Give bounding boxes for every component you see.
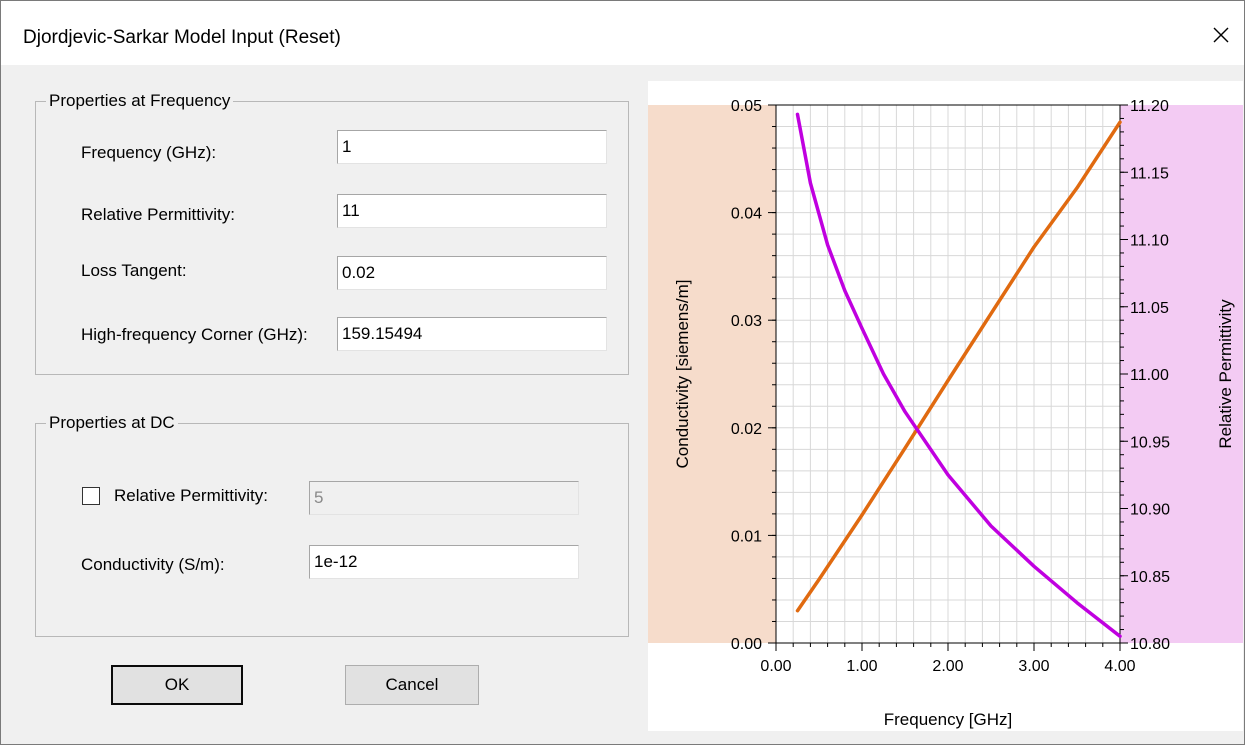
loss-tangent-input[interactable] <box>337 256 607 290</box>
permittivity-input[interactable] <box>337 194 607 228</box>
y-right-tick-label: 10.80 <box>1130 636 1170 653</box>
group-label-dc: Properties at DC <box>46 413 178 433</box>
permittivity-label: Relative Permittivity: <box>81 205 235 224</box>
group-label-frequency: Properties at Frequency <box>46 91 234 111</box>
y-left-tick-label: 0.01 <box>731 528 762 545</box>
y-right-tick-label: 11.15 <box>1130 165 1169 182</box>
y-right-axis-label: Relative Permittivity <box>1216 299 1235 449</box>
loss-tangent-label: Loss Tangent: <box>81 261 187 280</box>
hf-corner-label: High-frequency Corner (GHz): <box>81 325 308 344</box>
y-left-tick-label: 0.00 <box>731 636 762 653</box>
conductivity-permittivity-chart: 0.00 1.00 2.00 3.00 4.00 0.00 0.01 0.02 0.03 0.04… <box>648 98 1243 729</box>
conductivity-input[interactable] <box>309 545 579 579</box>
y-right-tick-label: 10.90 <box>1130 502 1170 519</box>
frequency-input[interactable] <box>337 130 607 164</box>
ok-button[interactable]: OK <box>111 665 243 705</box>
y-left-tick-label: 0.03 <box>731 313 762 330</box>
dc-permittivity-checkbox[interactable] <box>82 487 100 505</box>
frequency-properties-group: Properties at Frequency <box>35 91 629 375</box>
y-left-tick-label: 0.05 <box>731 98 762 115</box>
x-tick-label: 4.00 <box>1104 658 1135 675</box>
dc-permittivity-input[interactable] <box>309 481 579 515</box>
dc-properties-group: Properties at DC <box>35 413 629 637</box>
permittivity-series-line <box>795 112 1122 639</box>
y-right-tick-label: 10.85 <box>1130 569 1170 586</box>
cancel-button[interactable]: Cancel <box>345 665 479 705</box>
x-tick-label: 1.00 <box>846 658 877 675</box>
frequency-label: Frequency (GHz): <box>81 143 217 162</box>
y-right-tick-label: 11.10 <box>1130 233 1169 250</box>
conductivity-series-line <box>795 120 1122 613</box>
x-tick-label: 2.00 <box>932 658 963 675</box>
conductivity-label: Conductivity (S/m): <box>81 555 225 574</box>
y-left-tick-label: 0.02 <box>731 421 762 438</box>
window-title: Djordjevic-Sarkar Model Input (Reset) <box>23 27 341 48</box>
x-tick-label: 3.00 <box>1018 658 1049 675</box>
y-right-tick-label: 11.20 <box>1130 98 1169 115</box>
hf-corner-input[interactable] <box>337 317 607 351</box>
left-axis-band <box>648 105 776 643</box>
right-axis-band <box>1120 105 1243 643</box>
x-axis-label: Frequency [GHz] <box>884 710 1013 729</box>
dc-permittivity-label: Relative Permittivity: <box>114 486 268 505</box>
y-left-tick-label: 0.04 <box>731 206 762 223</box>
close-icon[interactable] <box>1201 15 1241 55</box>
y-right-tick-label: 11.05 <box>1130 300 1169 317</box>
x-tick-label: 0.00 <box>760 658 791 675</box>
y-right-tick-label: 11.00 <box>1130 367 1169 384</box>
chart-panel: 0.00 1.00 2.00 3.00 4.00 0.00 0.01 0.02 0.03 0.04… <box>648 81 1243 731</box>
y-left-axis-label: Conductivity [siemens/m] <box>673 280 692 469</box>
title-bar: Djordjevic-Sarkar Model Input (Reset) <box>1 1 1244 65</box>
y-right-tick-label: 10.95 <box>1130 434 1170 451</box>
